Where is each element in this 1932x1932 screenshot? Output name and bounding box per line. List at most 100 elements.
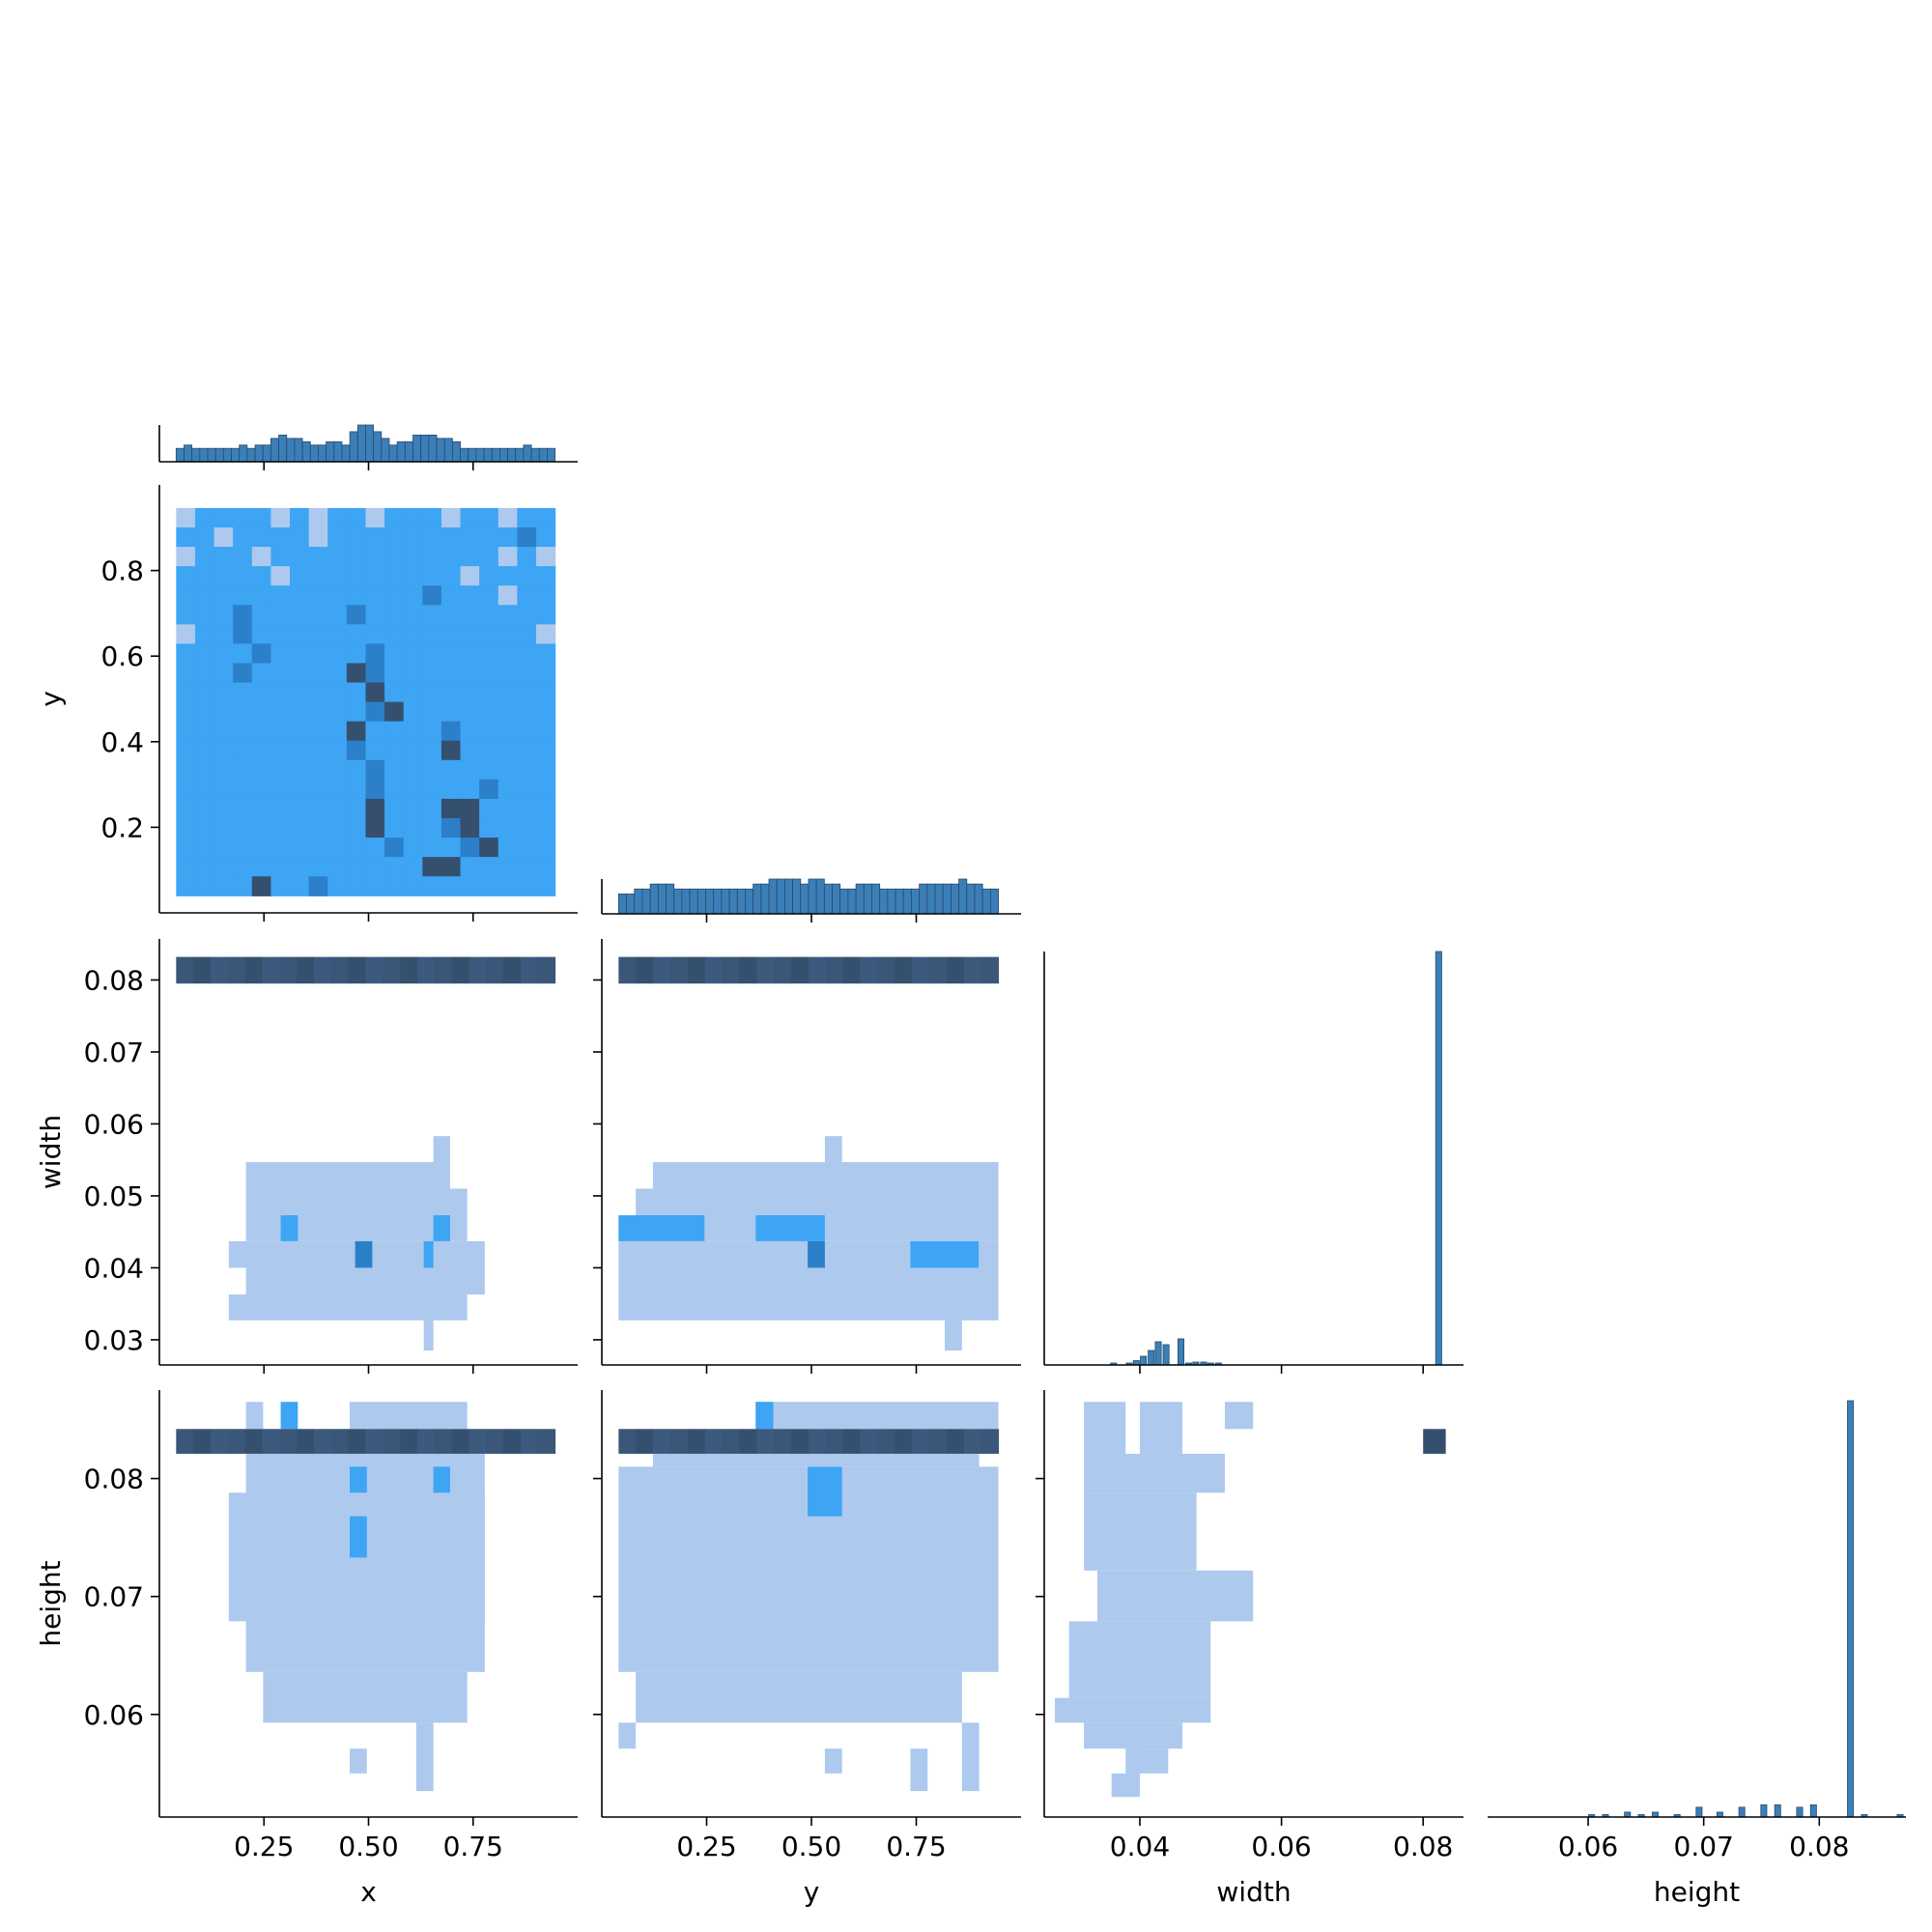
- hist-bar: [1738, 1806, 1746, 1818]
- hist2d-cell: [422, 526, 442, 548]
- hist-bar: [507, 447, 517, 463]
- x-tick-label: 0.50: [781, 1831, 841, 1862]
- hist2d-cell: [479, 740, 499, 761]
- hist2d-cell: [403, 759, 423, 781]
- hist2d-cell: [251, 682, 271, 703]
- hist2d-cell: [1068, 1621, 1211, 1698]
- hist2d-cell: [440, 605, 462, 625]
- hist2d-cell: [497, 605, 518, 625]
- hist2d-cell: [327, 507, 348, 528]
- hist2d-cell: [497, 682, 518, 703]
- hist2d-cell: [245, 1402, 264, 1430]
- hist-bar: [231, 447, 241, 463]
- hist2d-cell: [194, 857, 215, 877]
- hist2d-cell: [327, 798, 348, 819]
- hist2d-cell: [517, 759, 537, 781]
- hist2d-cell: [270, 798, 291, 819]
- hist2d-cell: [290, 507, 310, 528]
- hist2d-cell: [479, 507, 499, 528]
- panel-width-vs-height: [1054, 1402, 1446, 1798]
- hist2d-cell: [233, 507, 253, 528]
- hist2d-cell: [346, 507, 367, 528]
- hist2d-cell: [233, 624, 253, 644]
- hist2d-cell: [213, 798, 234, 819]
- hist2d-cell: [422, 682, 442, 703]
- hist2d-band-cell: [330, 956, 350, 984]
- hist2d-cell: [440, 779, 462, 800]
- y-tick-label: 0.08: [84, 964, 144, 996]
- hist2d-cell: [422, 779, 442, 800]
- hist2d-cell: [213, 876, 234, 896]
- hist2d-band-cell: [980, 956, 1000, 984]
- hist2d-cell: [517, 779, 537, 800]
- hist2d-cell: [422, 643, 442, 665]
- hist2d-cell: [536, 566, 556, 586]
- hist2d-cell: [365, 547, 385, 567]
- hist-bar: [966, 883, 976, 915]
- hist2d-cell: [536, 818, 556, 838]
- hist2d-cell: [536, 507, 556, 528]
- hist2d-cell: [290, 779, 310, 800]
- hist-bar: [879, 888, 889, 915]
- hist-bar: [326, 440, 335, 463]
- hist2d-cell: [403, 663, 423, 684]
- y-tick-label: 0.6: [100, 640, 144, 672]
- hist2d-cell: [403, 779, 423, 800]
- hist2d-cell: [440, 798, 462, 819]
- hist2d-band-cell: [416, 956, 436, 984]
- hist2d-cell: [290, 740, 310, 761]
- hist2d-cell: [213, 759, 234, 781]
- hist2d-cell: [497, 507, 518, 528]
- hist2d-cell: [384, 740, 405, 761]
- hist-bar: [523, 444, 532, 463]
- hist-bar: [902, 888, 912, 915]
- hist2d-band-cell: [210, 1429, 229, 1454]
- hist2d-cell: [194, 759, 215, 781]
- hist2d-cell: [1084, 1402, 1126, 1454]
- y-tick-label: 0.08: [84, 1463, 144, 1495]
- hist-bar: [713, 888, 723, 915]
- hist2d-cell: [365, 585, 385, 606]
- hist2d-cell: [618, 1267, 999, 1294]
- hist2d-cell: [290, 701, 310, 723]
- hist2d-band-cell: [469, 956, 487, 984]
- hist2d-cell: [213, 857, 234, 877]
- hist2d-cell: [536, 876, 556, 896]
- hist2d-band-cell: [313, 1429, 332, 1454]
- hist2d-cell: [517, 838, 537, 858]
- hist2d-cell: [403, 605, 423, 625]
- hist2d-cell: [194, 740, 215, 761]
- hist2d-cell: [403, 701, 423, 723]
- hist2d-cell: [350, 1516, 367, 1558]
- hist2d-cell: [213, 721, 234, 742]
- hist2d-cell: [460, 818, 480, 838]
- hist-bar: [855, 883, 865, 915]
- hist2d-cell: [384, 682, 405, 703]
- hist2d-cell: [280, 1402, 298, 1430]
- hist2d-cell: [403, 507, 423, 528]
- hist2d-cell: [384, 547, 405, 567]
- hist2d-cell: [327, 701, 348, 723]
- hist2d-cell: [251, 547, 271, 567]
- hist2d-cell: [433, 1136, 450, 1162]
- hist2d-cell: [233, 779, 253, 800]
- hist2d-cell: [824, 1748, 842, 1774]
- hist-bar: [1695, 1806, 1703, 1818]
- hist2d-cell: [384, 701, 405, 723]
- hist2d-cell: [233, 838, 253, 858]
- hist-bar: [530, 447, 540, 463]
- hist-bar: [792, 878, 802, 915]
- hist2d-cell: [479, 876, 499, 896]
- hist2d-cell: [327, 876, 348, 896]
- diag-hist-x: [175, 424, 556, 463]
- hist2d-cell: [270, 624, 291, 644]
- hist2d-cell: [636, 1188, 999, 1216]
- hist2d-cell: [422, 857, 442, 877]
- hist2d-cell: [433, 1215, 450, 1241]
- hist2d-cell: [327, 838, 348, 858]
- hist-bar: [396, 440, 406, 463]
- y-tick-label: 0.4: [100, 726, 144, 758]
- hist2d-cell: [194, 547, 215, 567]
- hist-bar: [823, 883, 833, 915]
